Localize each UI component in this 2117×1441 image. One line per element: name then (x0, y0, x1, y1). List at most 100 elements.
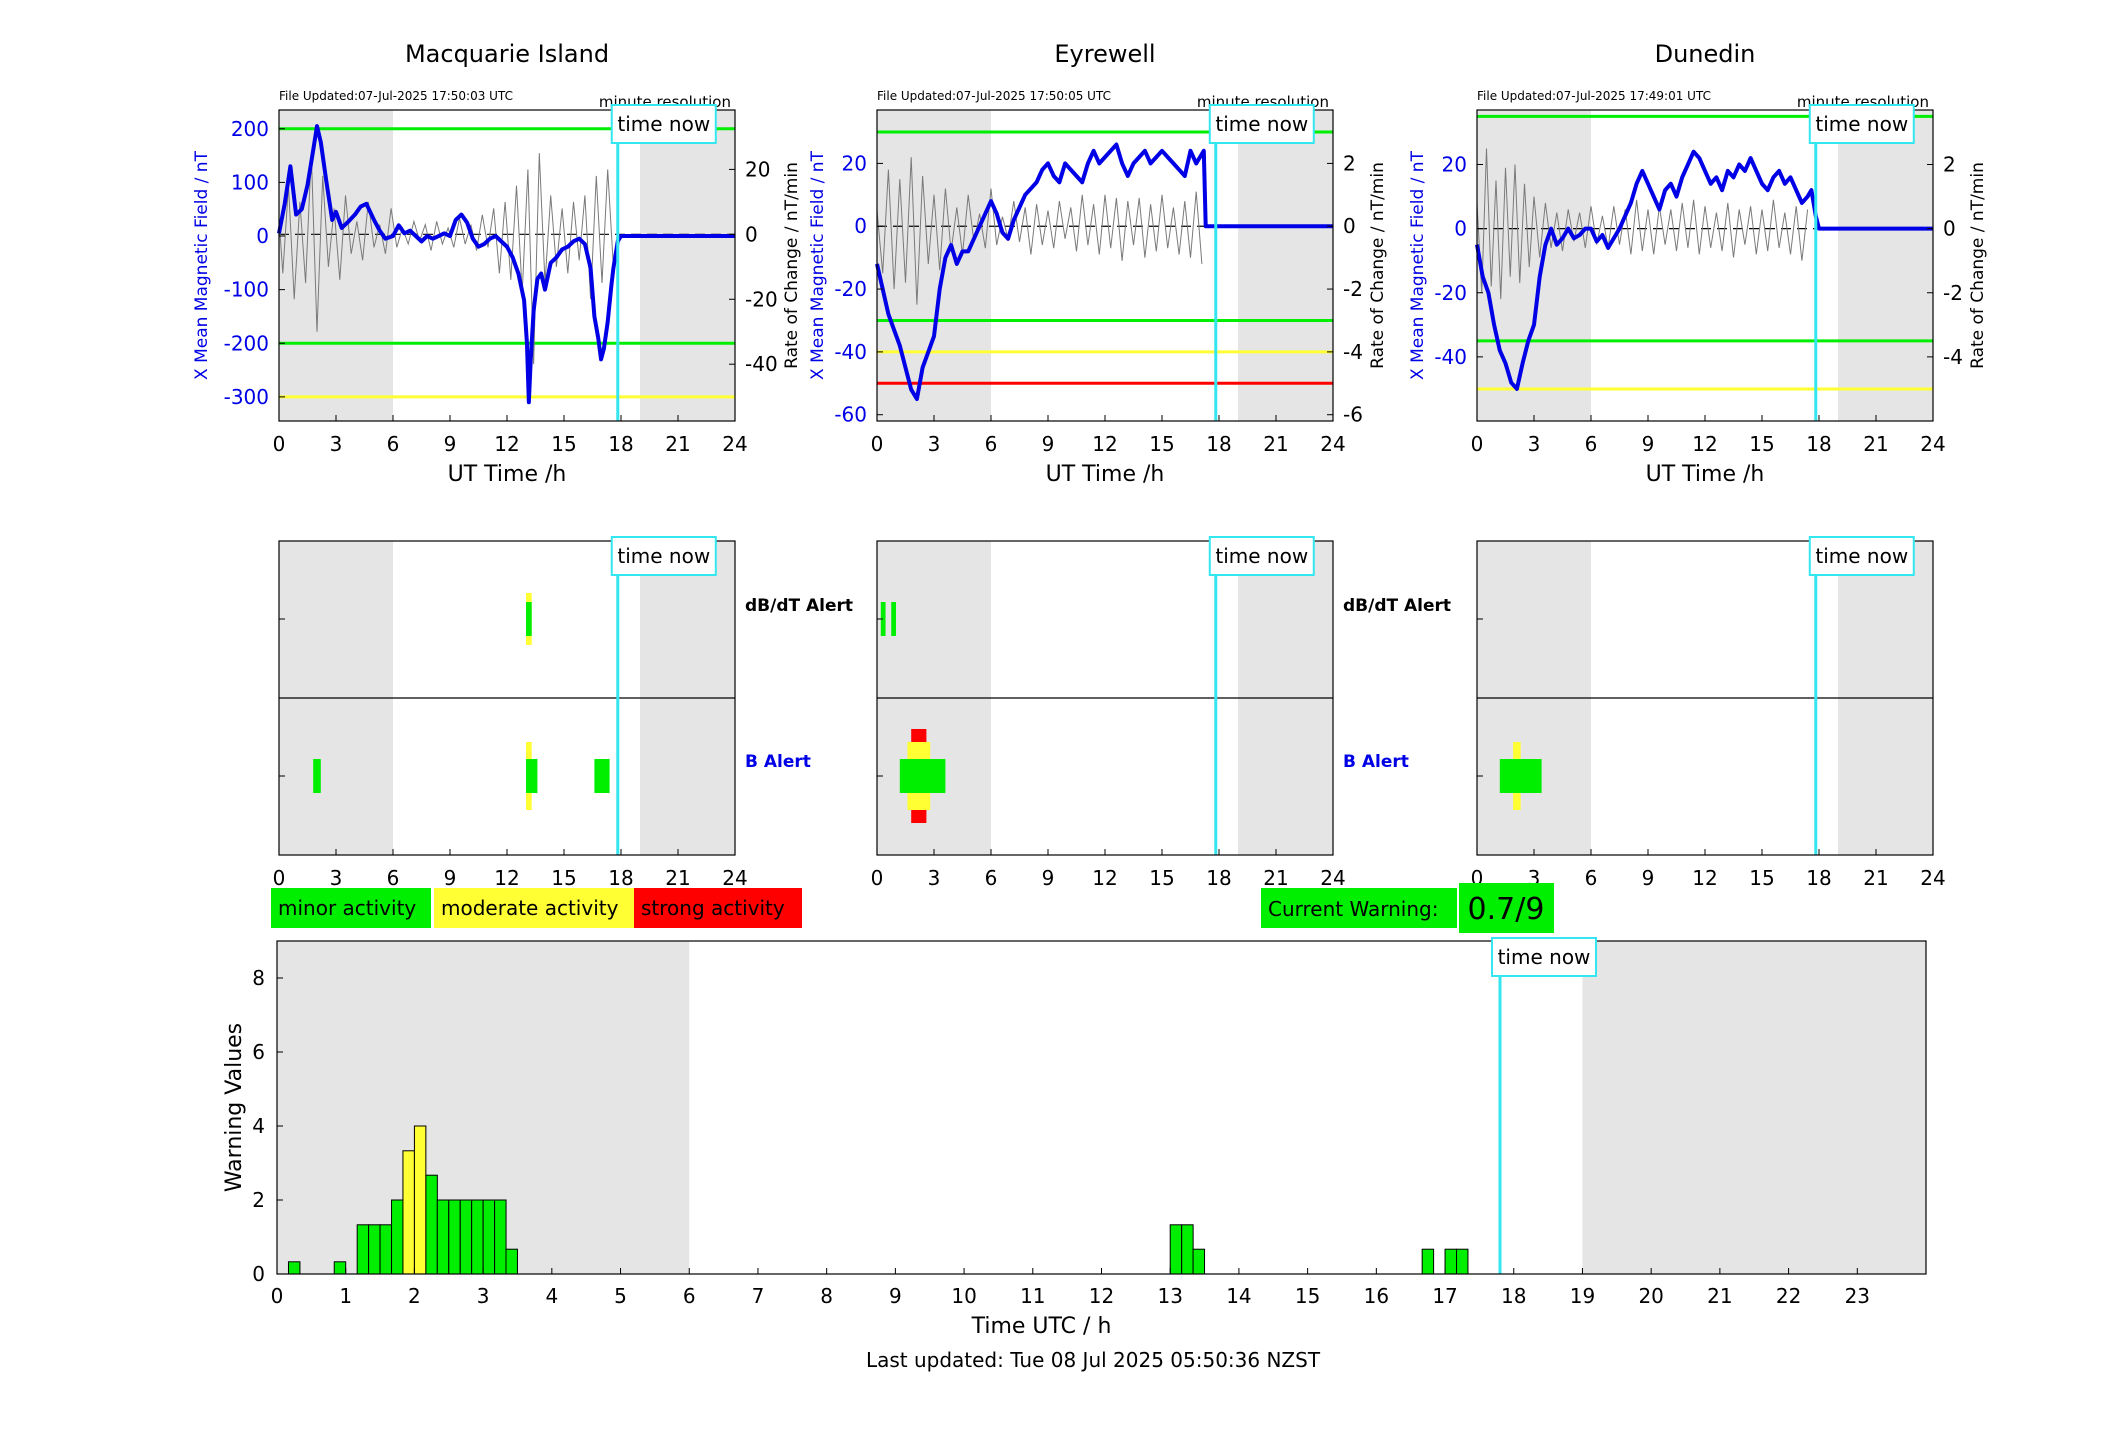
rate-of-change-series (876, 157, 1203, 305)
y-left-tick-label: 0 (256, 224, 269, 248)
x-tick-label: 15 (1149, 432, 1174, 456)
y-left-axis-label: X Mean Magnetic Field / nT (1408, 150, 1428, 380)
x-tick-label: 0 (1471, 432, 1484, 456)
x-tick-label: 24 (722, 432, 747, 456)
y-left-tick-label: -40 (1434, 345, 1467, 369)
rate-of-change-series (1476, 148, 1809, 300)
warning-bar-minor (1181, 1224, 1194, 1275)
x-tick-label: 14 (1226, 1284, 1251, 1308)
warning-bar-minor (459, 1199, 473, 1275)
station-eyrewell: Eyrewell File Updated:07-Jul-2025 17:50:0… (808, 40, 1451, 890)
x-tick-label: 12 (1692, 432, 1717, 456)
x-tick-label: 0 (871, 432, 884, 456)
x-tick-label: 12 (1092, 866, 1117, 890)
x-tick-label: 13 (1157, 1284, 1182, 1308)
rate-of-change-series (278, 153, 618, 365)
magnetic-field-series (875, 142, 1333, 402)
warning-bar-minor (368, 1224, 381, 1275)
station-title: Eyrewell (1054, 40, 1155, 68)
last-updated: Last updated: Tue 08 Jul 2025 05:50:36 N… (866, 1348, 1321, 1372)
x-tick-label: 1 (339, 1284, 352, 1308)
time-now-badge: time now (1491, 937, 1598, 977)
dbdt-alert-label: dB/dT Alert (1343, 596, 1451, 616)
y-right-tick-label: -40 (745, 352, 778, 376)
x-tick-label: 10 (951, 1284, 976, 1308)
dbdt-alert-label: dB/dT Alert (745, 596, 853, 616)
time-now-box (1808, 536, 1915, 576)
night-shade (1582, 941, 1926, 1274)
y-left-tick-label: 0 (1454, 217, 1467, 241)
warning-bar-minor (333, 1261, 347, 1275)
x-tick-label: 24 (722, 866, 747, 890)
warning-bar-minor (356, 1224, 370, 1275)
x-tick-label: 7 (752, 1284, 765, 1308)
time-now-badge: time now (1808, 536, 1915, 576)
time-now-label: time now (1215, 544, 1308, 568)
night-shade (877, 110, 991, 421)
alert-plot: time now 0 3 6 9 12 15 18 21 24 dB/dT Alert B Alert (871, 536, 1451, 890)
y-left-tick-label: -200 (224, 331, 269, 355)
y-right-tick-label: -4 (1943, 345, 1963, 369)
warning-bar-moderate (402, 1150, 415, 1275)
y-axis-label: Warning Values (222, 1023, 247, 1192)
x-tick-label: 21 (1263, 432, 1288, 456)
y-right-tick-label: 0 (745, 222, 758, 246)
y-right-tick-label: -2 (1943, 281, 1963, 305)
y-tick-label: 0 (252, 1262, 265, 1286)
y-left-axis-label: X Mean Magnetic Field / nT (808, 150, 828, 380)
legend-label-moderate: moderate activity (441, 896, 619, 920)
time-now-box (610, 104, 717, 144)
x-axis-label: UT Time /h (1646, 462, 1765, 487)
x-tick-label: 12 (1089, 1284, 1114, 1308)
y-left-axis-label: X Mean Magnetic Field / nT (192, 150, 212, 380)
y-right-tick-label: 0 (1943, 217, 1956, 241)
y-tick-label: 2 (252, 1188, 265, 1212)
x-axis-label: UT Time /h (448, 462, 567, 487)
x-tick-label: 9 (889, 1284, 902, 1308)
x-tick-label: 0 (273, 866, 286, 890)
x-tick-label: 3 (928, 866, 941, 890)
legend-swatch-minor (271, 888, 431, 928)
time-now-box (1208, 104, 1315, 144)
x-tick-label: 9 (1042, 432, 1055, 456)
station-title: Dunedin (1655, 40, 1756, 68)
x-tick-label: 18 (608, 432, 633, 456)
x-tick-label: 6 (985, 866, 998, 890)
y-left-tick-label: -300 (224, 385, 269, 409)
y-right-tick-label: 2 (1343, 151, 1356, 175)
file-updated: File Updated:07-Jul-2025 17:50:03 UTC (279, 89, 513, 103)
current-warning-value-box (1459, 883, 1554, 933)
x-tick-label: 18 (1806, 866, 1831, 890)
x-tick-label: 15 (1295, 1284, 1320, 1308)
x-tick-label: 4 (545, 1284, 558, 1308)
y-right-axis-label: Rate of Change / nT/min (1968, 162, 1988, 369)
x-tick-label: 18 (1501, 1284, 1526, 1308)
x-tick-label: 8 (820, 1284, 833, 1308)
time-now-badge: time now (610, 536, 717, 576)
y-tick-label: 8 (252, 966, 265, 990)
time-now-badge: time now (1808, 104, 1915, 144)
x-tick-label: 21 (1263, 866, 1288, 890)
current-warning-value: 0.7/9 (1468, 892, 1545, 927)
warning-bar-minor (379, 1224, 393, 1275)
x-tick-label: 15 (551, 866, 576, 890)
x-tick-label: 16 (1364, 1284, 1389, 1308)
warning-bar-minor (494, 1199, 507, 1275)
time-now-label: time now (1815, 112, 1908, 136)
alert-block-minor (1499, 759, 1542, 793)
x-tick-label: 24 (1320, 866, 1345, 890)
x-tick-label: 15 (551, 432, 576, 456)
y-tick-label: 6 (252, 1040, 265, 1064)
x-tick-label: 6 (1585, 432, 1598, 456)
x-tick-label: 24 (1920, 866, 1945, 890)
warning-bar-minor (482, 1199, 496, 1275)
legend-swatch-strong (634, 888, 802, 928)
x-tick-label: 6 (387, 432, 400, 456)
y-left-tick-label: -20 (1434, 281, 1467, 305)
x-tick-label: 12 (1692, 866, 1717, 890)
x-tick-label: 0 (271, 1284, 284, 1308)
b-alert-label: B Alert (745, 752, 811, 772)
y-left-tick-label: -20 (834, 277, 867, 301)
